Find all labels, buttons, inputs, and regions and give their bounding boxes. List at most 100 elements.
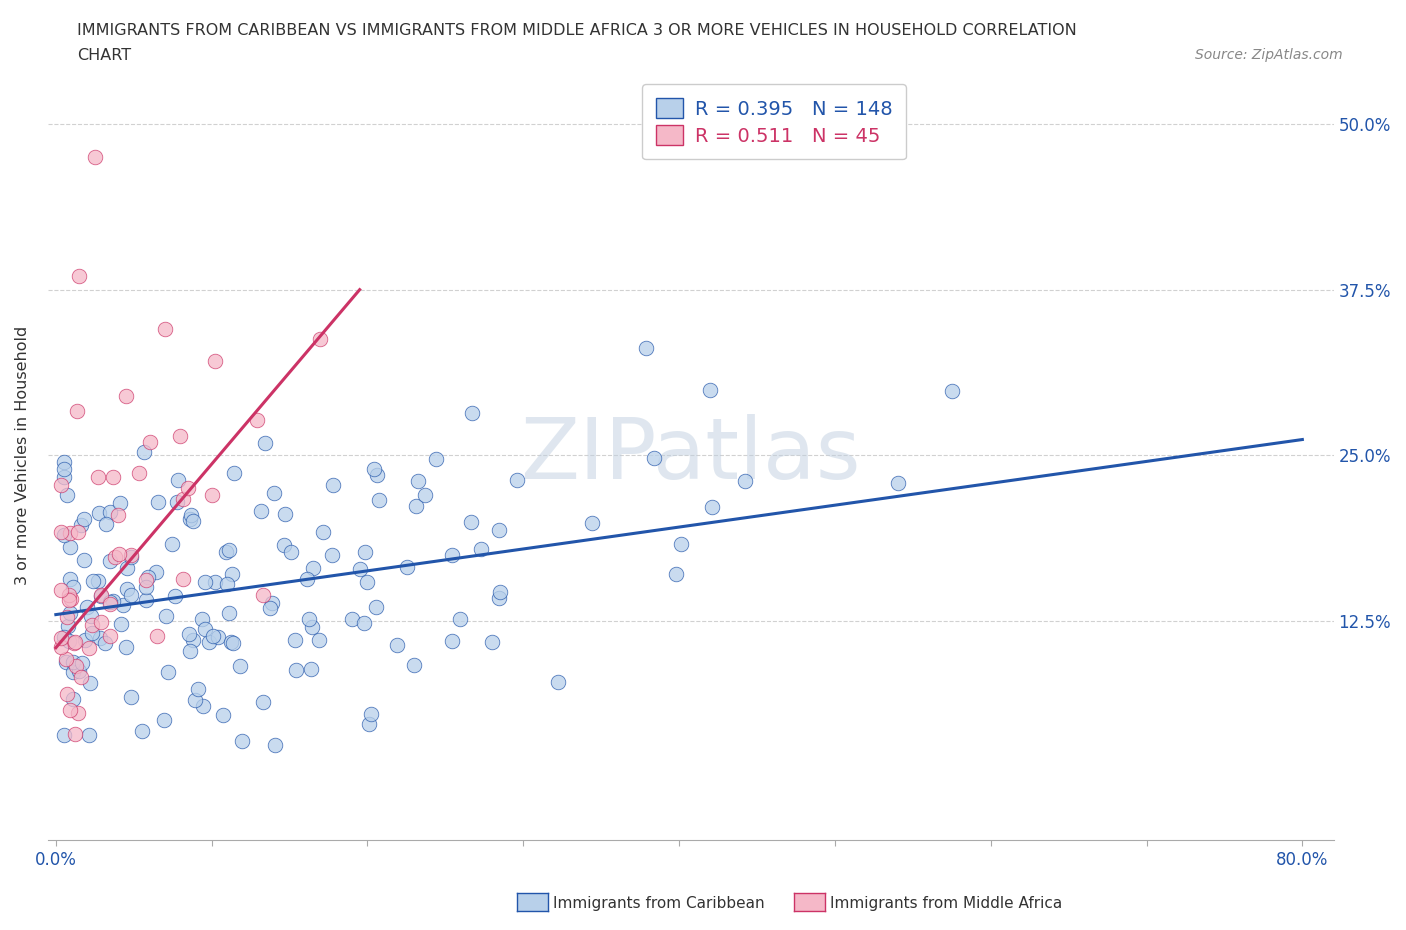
Point xyxy=(299,661,322,676)
Point xyxy=(155,608,177,623)
Text: CHART: CHART xyxy=(77,48,131,63)
Point xyxy=(63,726,86,741)
Point xyxy=(79,676,101,691)
Point xyxy=(73,553,96,568)
Point xyxy=(184,693,207,708)
Point xyxy=(76,600,98,615)
Point xyxy=(107,508,129,523)
Point xyxy=(301,561,323,576)
Point xyxy=(308,633,330,648)
Point xyxy=(359,716,381,731)
Point xyxy=(135,573,157,588)
Point xyxy=(52,630,75,644)
Point xyxy=(58,633,80,648)
Point xyxy=(222,635,245,650)
Point xyxy=(488,591,510,605)
Point xyxy=(145,565,167,579)
Point xyxy=(204,354,226,369)
Point xyxy=(55,652,77,667)
Point xyxy=(117,581,139,596)
Point xyxy=(198,635,221,650)
Point xyxy=(887,475,910,490)
Point xyxy=(449,612,471,627)
Point xyxy=(301,619,323,634)
Point xyxy=(634,340,657,355)
Point xyxy=(460,515,482,530)
Point xyxy=(58,588,80,603)
Point xyxy=(73,512,96,526)
Point xyxy=(146,495,169,510)
Point xyxy=(83,150,105,165)
Point xyxy=(49,525,72,539)
Point xyxy=(90,588,112,603)
Point xyxy=(131,724,153,738)
Point xyxy=(52,455,75,470)
Point xyxy=(321,547,343,562)
Point xyxy=(264,738,287,753)
Point xyxy=(273,538,295,552)
Point xyxy=(59,525,82,540)
Point xyxy=(201,487,224,502)
Text: IMMIGRANTS FROM CARIBBEAN VS IMMIGRANTS FROM MIDDLE AFRICA 3 OR MORE VEHICLES IN: IMMIGRANTS FROM CARIBBEAN VS IMMIGRANTS … xyxy=(77,23,1077,38)
Point xyxy=(172,492,194,507)
Point xyxy=(165,589,187,604)
Point xyxy=(366,468,388,483)
Point xyxy=(309,332,332,347)
Point xyxy=(152,712,174,727)
Point xyxy=(65,658,87,673)
Point xyxy=(440,548,463,563)
Point xyxy=(49,477,72,492)
Point xyxy=(194,621,217,636)
Point xyxy=(115,561,138,576)
Point xyxy=(98,629,121,644)
Point xyxy=(488,585,510,600)
Point xyxy=(231,734,253,749)
Point xyxy=(134,445,156,460)
Point xyxy=(169,428,191,443)
Point xyxy=(62,692,84,707)
Point xyxy=(115,389,138,404)
Point xyxy=(285,662,308,677)
Text: Immigrants from Middle Africa: Immigrants from Middle Africa xyxy=(830,897,1062,911)
Point xyxy=(385,637,408,652)
Point xyxy=(94,635,117,650)
Point xyxy=(100,505,122,520)
Point xyxy=(59,539,82,554)
Point xyxy=(115,640,138,655)
Legend: R = 0.395   N = 148, R = 0.511   N = 45: R = 0.395 N = 148, R = 0.511 N = 45 xyxy=(643,85,907,159)
Point xyxy=(461,406,484,421)
Text: Immigrants from Caribbean: Immigrants from Caribbean xyxy=(553,897,765,911)
Point xyxy=(284,632,307,647)
Point xyxy=(669,536,692,551)
Point xyxy=(250,504,273,519)
Point xyxy=(179,512,201,526)
Point xyxy=(98,596,121,611)
Point xyxy=(734,473,756,488)
Point xyxy=(488,523,510,538)
Point xyxy=(66,404,89,418)
Point xyxy=(218,542,240,557)
Point xyxy=(297,571,319,586)
Point xyxy=(69,670,91,684)
Point xyxy=(263,485,285,500)
Point xyxy=(80,626,103,641)
Point xyxy=(406,473,429,488)
Point xyxy=(481,634,503,649)
Point xyxy=(120,548,142,563)
Point xyxy=(221,566,243,581)
Point xyxy=(58,593,80,608)
Point xyxy=(354,544,377,559)
Point xyxy=(204,574,226,589)
Point xyxy=(353,616,375,631)
Point xyxy=(108,496,131,511)
Point xyxy=(87,505,110,520)
Point xyxy=(98,553,121,568)
Point xyxy=(59,703,82,718)
Y-axis label: 3 or more Vehicles in Household: 3 or more Vehicles in Household xyxy=(15,326,30,585)
Point xyxy=(183,632,205,647)
Point xyxy=(157,665,180,680)
Point xyxy=(368,492,391,507)
Point xyxy=(108,547,131,562)
Point xyxy=(229,658,252,673)
Point xyxy=(349,562,371,577)
